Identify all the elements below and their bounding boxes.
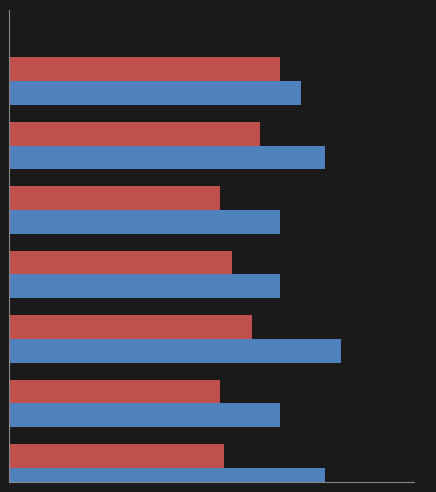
Bar — [9, 403, 280, 427]
Bar — [9, 122, 260, 146]
Bar — [9, 468, 325, 492]
Bar — [9, 444, 224, 468]
Bar — [9, 81, 301, 105]
Bar — [9, 186, 220, 210]
Bar — [9, 315, 252, 339]
Bar — [9, 251, 232, 275]
Bar — [9, 57, 280, 81]
Bar — [9, 275, 280, 298]
Bar — [9, 210, 280, 234]
Bar — [9, 146, 325, 169]
Bar — [9, 380, 220, 403]
Bar — [9, 339, 341, 363]
